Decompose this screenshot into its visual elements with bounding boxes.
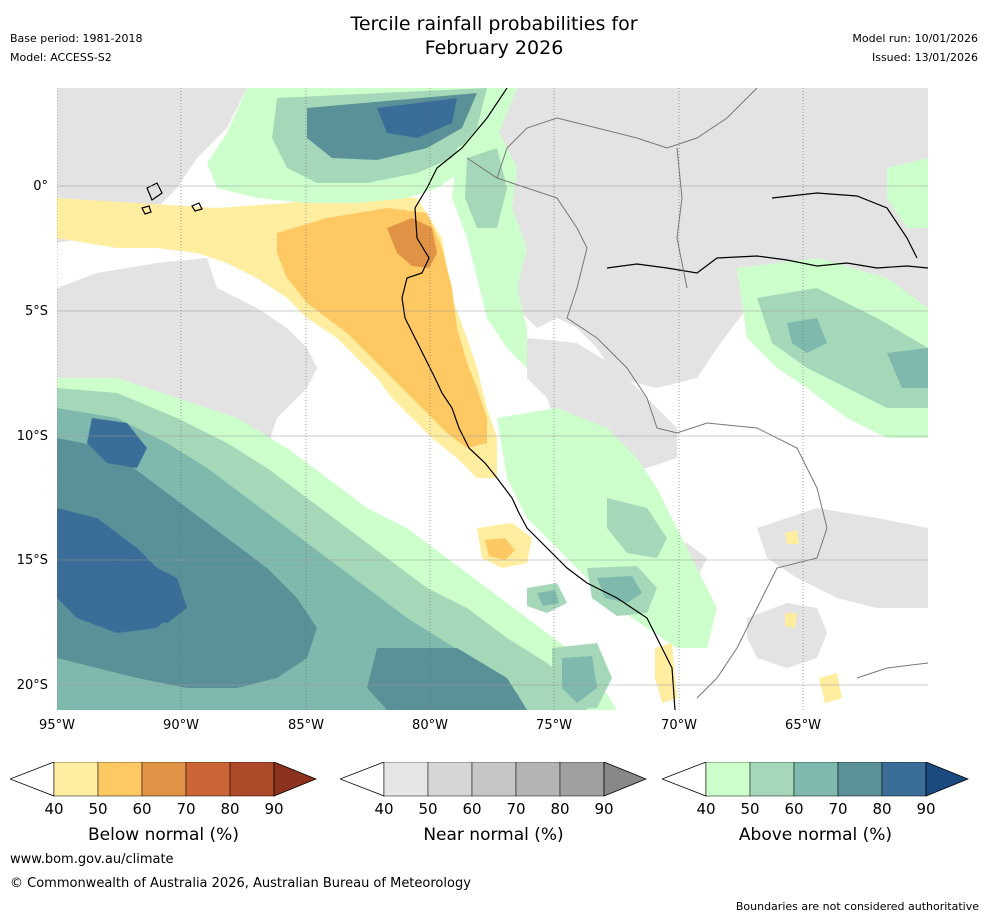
lat-label-10s: 10°S bbox=[16, 429, 48, 444]
cb2-seg-6 bbox=[925, 761, 970, 797]
cb0-seg-5 bbox=[229, 761, 275, 797]
cb1-seg-6 bbox=[603, 761, 648, 797]
cb0-seg-4 bbox=[185, 761, 231, 797]
colorbar-near-normal-title: Near normal (%) bbox=[423, 825, 564, 845]
cb0-seg-1 bbox=[53, 761, 99, 797]
cb0-tick-50: 50 bbox=[88, 800, 108, 818]
cb1-seg-0 bbox=[338, 761, 385, 797]
cb1-tick-60: 60 bbox=[462, 800, 482, 818]
cb2-seg-3 bbox=[793, 761, 839, 797]
cb2-seg-0 bbox=[660, 761, 707, 797]
map-title: Tercile rainfall probabilities for Febru… bbox=[0, 12, 988, 60]
cb2-tick-40: 40 bbox=[696, 800, 716, 818]
cb0-seg-6 bbox=[273, 761, 318, 797]
colorbar-above-normal-ticks: 40 50 60 70 80 90 bbox=[662, 800, 969, 820]
cb2-seg-1 bbox=[705, 761, 751, 797]
cb0-seg-3 bbox=[141, 761, 187, 797]
cb2-tick-90: 90 bbox=[916, 800, 936, 818]
country-borders bbox=[466, 88, 928, 699]
lon-label-75w: 75°W bbox=[536, 718, 572, 733]
colorbar-above-normal-swatches bbox=[660, 761, 970, 797]
website-link[interactable]: www.bom.gov.au/climate bbox=[10, 852, 174, 867]
cb2-tick-80: 80 bbox=[872, 800, 892, 818]
colorbar-above-normal: 40 50 60 70 80 90 bbox=[660, 761, 970, 832]
cb1-tick-40: 40 bbox=[374, 800, 394, 818]
cb2-tick-70: 70 bbox=[828, 800, 848, 818]
model-run-label: Model run: 10/01/2026 bbox=[852, 32, 978, 45]
cb1-seg-5 bbox=[559, 761, 605, 797]
lon-label-65w: 65°W bbox=[785, 718, 821, 733]
colorbar-below-normal-swatches bbox=[8, 761, 318, 797]
lat-label-0: 0° bbox=[33, 179, 48, 194]
cb1-tick-70: 70 bbox=[506, 800, 526, 818]
title-line-2: February 2026 bbox=[424, 37, 564, 59]
lat-label-20s: 20°S bbox=[16, 678, 48, 693]
cb1-seg-3 bbox=[471, 761, 517, 797]
lon-label-70w: 70°W bbox=[661, 718, 697, 733]
colorbar-near-normal-ticks: 40 50 60 70 80 90 bbox=[340, 800, 647, 820]
title-line-1: Tercile rainfall probabilities for bbox=[350, 13, 638, 35]
disclaimer-text: Boundaries are not considered authoritat… bbox=[735, 900, 979, 913]
cb0-tick-60: 60 bbox=[132, 800, 152, 818]
above-normal-shading bbox=[57, 88, 928, 710]
cb1-tick-80: 80 bbox=[550, 800, 570, 818]
cb0-tick-70: 70 bbox=[176, 800, 196, 818]
issued-label: Issued: 13/01/2026 bbox=[871, 51, 978, 64]
lon-label-95w: 95°W bbox=[39, 718, 75, 733]
copyright-text: © Commonwealth of Australia 2026, Austra… bbox=[10, 876, 471, 891]
colorbar-near-normal-swatches bbox=[338, 761, 648, 797]
cb0-tick-40: 40 bbox=[44, 800, 64, 818]
colorbar-near-normal: 40 50 60 70 80 90 bbox=[338, 761, 648, 832]
colorbar-below-normal-title: Below normal (%) bbox=[88, 825, 239, 845]
cb0-seg-2 bbox=[97, 761, 143, 797]
colorbar-below-normal: 40 50 60 70 80 90 bbox=[8, 761, 318, 832]
coastline bbox=[141, 88, 928, 710]
cb0-tick-80: 80 bbox=[220, 800, 240, 818]
lat-label-15s: 15°S bbox=[16, 553, 48, 568]
probability-map bbox=[57, 88, 928, 710]
lon-label-85w: 85°W bbox=[288, 718, 324, 733]
lat-label-5s: 5°S bbox=[24, 304, 48, 319]
cb0-seg-0 bbox=[8, 761, 55, 797]
base-period-label: Base period: 1981-2018 bbox=[10, 32, 143, 45]
lon-label-90w: 90°W bbox=[163, 718, 199, 733]
model-label: Model: ACCESS-S2 bbox=[10, 51, 112, 64]
cb2-seg-5 bbox=[881, 761, 927, 797]
lon-label-80w: 80°W bbox=[412, 718, 448, 733]
below-normal-shading bbox=[57, 193, 842, 703]
cb1-tick-90: 90 bbox=[594, 800, 614, 818]
cb1-seg-2 bbox=[427, 761, 473, 797]
cb0-tick-90: 90 bbox=[264, 800, 284, 818]
colorbar-above-normal-title: Above normal (%) bbox=[738, 825, 893, 845]
latitude-lines bbox=[57, 185, 928, 686]
cb1-seg-4 bbox=[515, 761, 561, 797]
cb2-seg-2 bbox=[749, 761, 795, 797]
cb2-tick-60: 60 bbox=[784, 800, 804, 818]
colorbar-below-normal-ticks: 40 50 60 70 80 90 bbox=[10, 800, 317, 820]
cb1-tick-50: 50 bbox=[418, 800, 438, 818]
cb2-seg-4 bbox=[837, 761, 883, 797]
cb1-seg-1 bbox=[383, 761, 429, 797]
cb2-tick-50: 50 bbox=[740, 800, 760, 818]
